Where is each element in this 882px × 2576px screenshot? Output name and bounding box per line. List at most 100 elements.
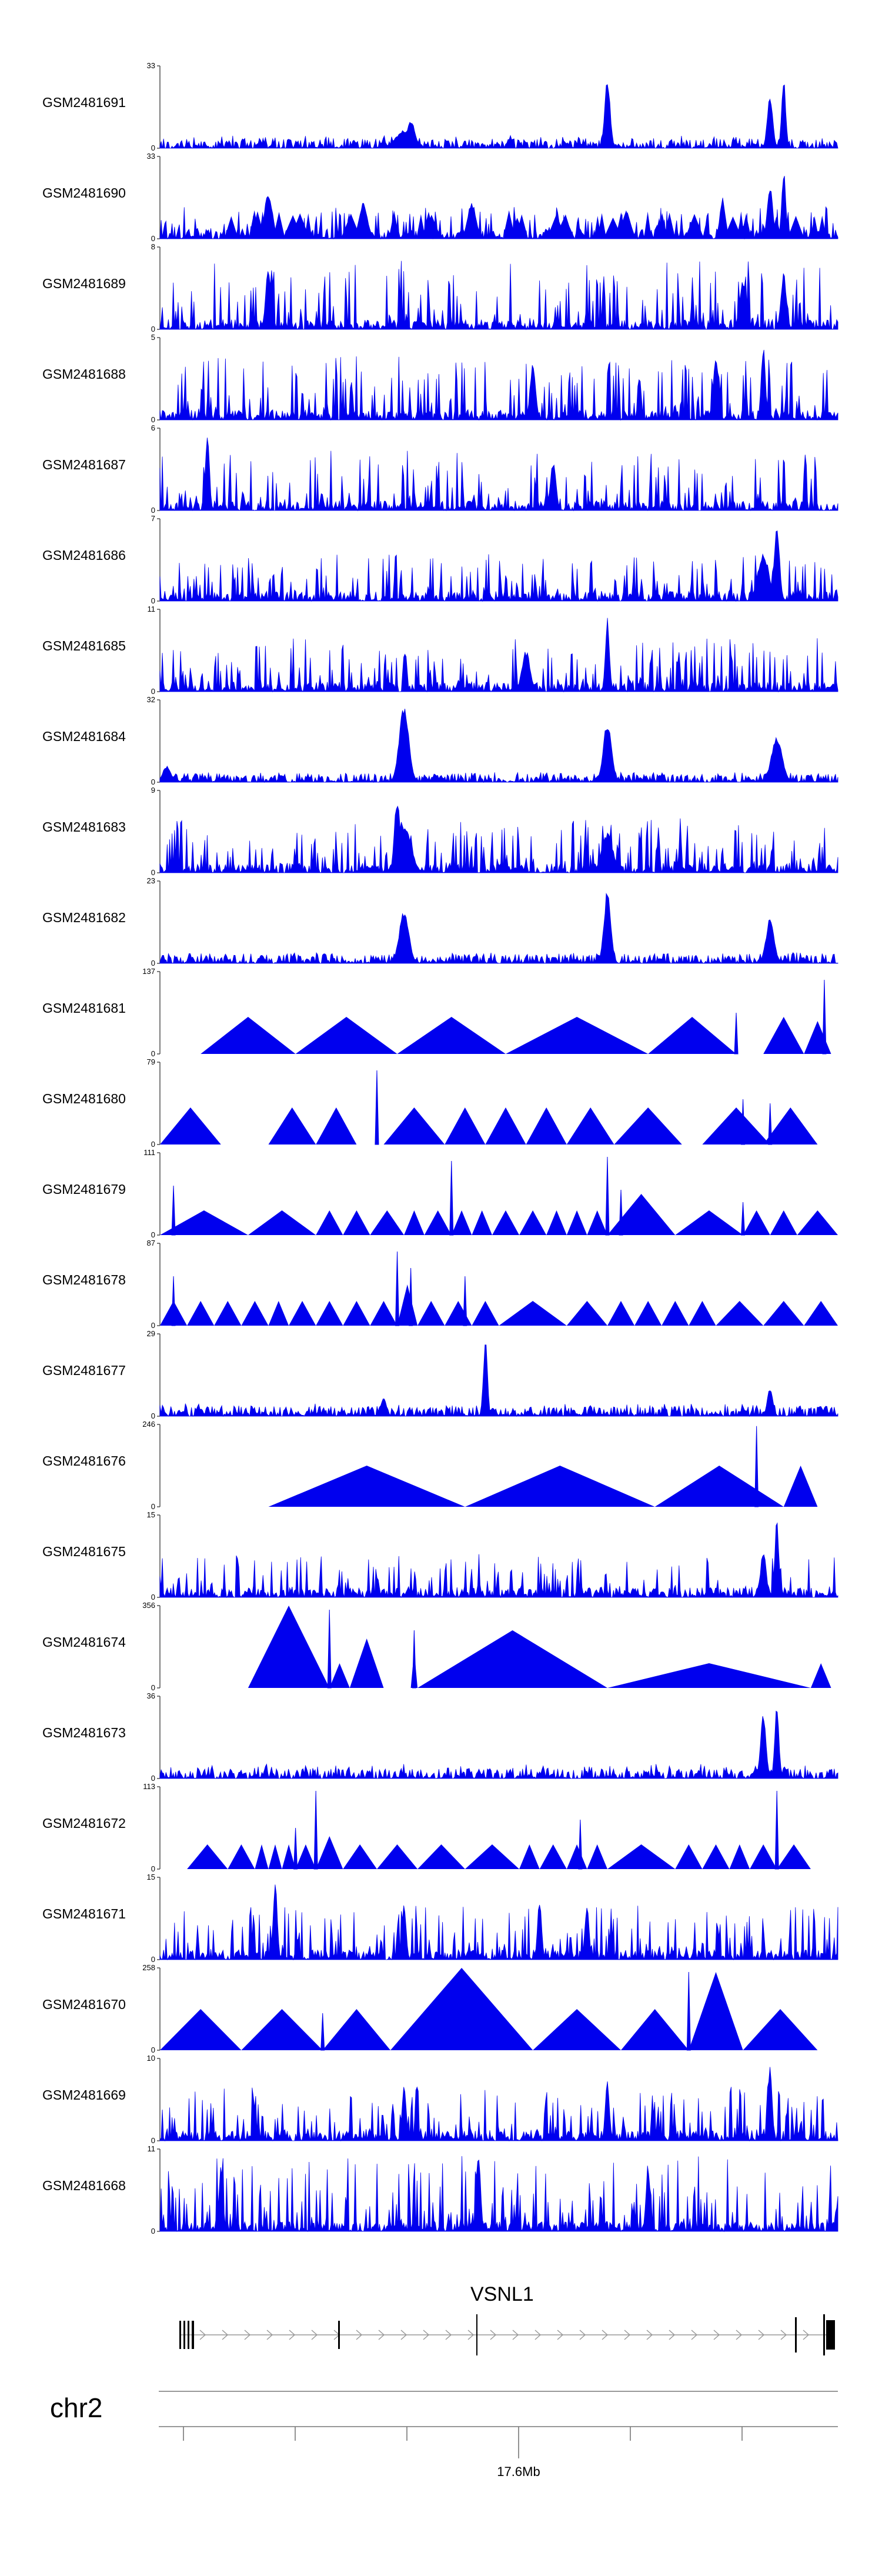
track-GSM2481668: GSM2481668 11 0 bbox=[42, 2144, 838, 2235]
signal-triangle bbox=[485, 1107, 526, 1144]
track-label: GSM2481668 bbox=[42, 2178, 126, 2193]
track-GSM2481682: GSM2481682 23 0 bbox=[42, 876, 838, 967]
gene-exon bbox=[795, 2317, 797, 2353]
signal-triangle bbox=[566, 1844, 587, 1869]
signal-spike bbox=[605, 1156, 610, 1236]
signal-triangle bbox=[770, 1210, 797, 1235]
track-GSM2481679: GSM2481679 111 0 bbox=[42, 1148, 838, 1239]
signal-triangle bbox=[214, 1301, 242, 1326]
signal-area bbox=[159, 530, 838, 602]
signal-triangle bbox=[566, 1107, 614, 1144]
signal-triangle bbox=[343, 1210, 370, 1235]
signal-triangle bbox=[607, 1663, 811, 1688]
signal-triangle bbox=[187, 1301, 215, 1326]
y-min-label: 0 bbox=[151, 1140, 155, 1149]
signal-area bbox=[159, 893, 838, 965]
signal-triangle bbox=[268, 1466, 465, 1507]
y-max-label: 15 bbox=[147, 1873, 155, 1881]
signal-triangle bbox=[675, 1210, 743, 1235]
strand-arrow bbox=[602, 2330, 609, 2340]
track-GSM2481689: GSM2481689 8 0 bbox=[42, 242, 838, 333]
signal-triangle bbox=[689, 1972, 743, 2050]
y-max-label: 23 bbox=[147, 876, 155, 885]
track-label: GSM2481681 bbox=[42, 1000, 126, 1016]
track-GSM2481673: GSM2481673 36 0 bbox=[42, 1691, 838, 1783]
gene-model-track: VSNL1 bbox=[179, 2283, 835, 2355]
track-GSM2481687: GSM2481687 6 0 bbox=[42, 423, 838, 515]
signal-triangle bbox=[465, 1466, 655, 1507]
signal-area bbox=[159, 1710, 838, 1780]
signal-triangle bbox=[810, 216, 819, 239]
signal-spike bbox=[375, 1070, 379, 1145]
signal-triangle bbox=[566, 1301, 607, 1326]
signal-triangle bbox=[804, 1021, 831, 1054]
signal-triangle bbox=[268, 1844, 282, 1869]
y-max-label: 33 bbox=[147, 61, 155, 70]
signal-spike bbox=[293, 1827, 298, 1870]
track-label: GSM2481671 bbox=[42, 1906, 126, 1921]
y-max-label: 15 bbox=[147, 1510, 155, 1519]
signal-triangle bbox=[546, 1210, 567, 1235]
track-GSM2481672: GSM2481672 113 0 bbox=[42, 1782, 811, 1873]
signal-area bbox=[159, 84, 838, 149]
strand-arrow bbox=[199, 2330, 206, 2340]
signal-triangle bbox=[322, 2009, 390, 2050]
signal-triangle bbox=[689, 1301, 716, 1326]
track-label: GSM2481685 bbox=[42, 638, 126, 653]
strand-arrow bbox=[378, 2330, 385, 2340]
signal-spike bbox=[409, 1267, 413, 1326]
strand-arrow bbox=[266, 2330, 273, 2340]
signal-triangle bbox=[316, 1107, 357, 1144]
signal-triangle bbox=[508, 218, 526, 239]
gene-exon bbox=[183, 2321, 185, 2349]
signal-triangle bbox=[417, 1630, 607, 1688]
y-min-label: 0 bbox=[151, 959, 155, 967]
signal-triangle bbox=[295, 1844, 316, 1869]
signal-triangle bbox=[783, 1466, 818, 1507]
gene-strand-arrows bbox=[199, 2330, 810, 2340]
signal-triangle bbox=[224, 216, 239, 239]
strand-arrow bbox=[646, 2330, 653, 2340]
track-label: GSM2481670 bbox=[42, 1997, 126, 2012]
y-max-label: 8 bbox=[151, 242, 155, 251]
signal-area bbox=[159, 1522, 838, 1599]
y-max-label: 246 bbox=[142, 1420, 155, 1429]
signal-spike bbox=[463, 1276, 467, 1326]
strand-arrow bbox=[691, 2330, 698, 2340]
track-label: GSM2481674 bbox=[42, 1634, 126, 1650]
track-label: GSM2481672 bbox=[42, 1816, 126, 1831]
track-label: GSM2481683 bbox=[42, 819, 126, 835]
track-label: GSM2481686 bbox=[42, 548, 126, 563]
signal-triangle bbox=[445, 1107, 486, 1144]
signal-triangle bbox=[160, 1107, 221, 1144]
signal-spike bbox=[313, 1790, 318, 1870]
strand-arrow bbox=[624, 2330, 631, 2340]
signal-tracks: GSM2481691330GSM2481690330GSM248168980GS… bbox=[42, 61, 838, 2235]
y-max-label: 36 bbox=[147, 1691, 155, 1700]
signal-triangle bbox=[607, 1301, 635, 1326]
signal-triangle bbox=[397, 1017, 506, 1054]
signal-triangle bbox=[546, 214, 566, 239]
y-max-label: 79 bbox=[147, 1057, 155, 1066]
track-GSM2481690: GSM2481690 33 0 bbox=[42, 152, 838, 243]
signal-triangle bbox=[770, 216, 782, 239]
track-label: GSM2481669 bbox=[42, 2087, 126, 2103]
signal-triangle bbox=[295, 1017, 397, 1054]
strand-arrow bbox=[713, 2330, 720, 2340]
strand-arrow bbox=[356, 2330, 363, 2340]
signal-triangle bbox=[290, 213, 310, 239]
track-label: GSM2481691 bbox=[42, 95, 126, 110]
signal-triangle bbox=[621, 2009, 689, 2050]
y-min-label: 0 bbox=[151, 778, 155, 786]
track-GSM2481688: GSM2481688 5 0 bbox=[42, 333, 838, 424]
signal-triangle bbox=[445, 1301, 472, 1326]
signal-triangle bbox=[370, 1301, 397, 1326]
track-label: GSM2481687 bbox=[42, 457, 126, 472]
y-max-label: 111 bbox=[143, 1148, 155, 1157]
signal-spike bbox=[768, 1103, 773, 1145]
signal-triangle bbox=[648, 1017, 736, 1054]
y-max-label: 10 bbox=[147, 2054, 155, 2063]
track-label: GSM2481678 bbox=[42, 1272, 126, 1287]
y-max-label: 258 bbox=[142, 1963, 155, 1972]
signal-triangle bbox=[248, 1606, 330, 1688]
